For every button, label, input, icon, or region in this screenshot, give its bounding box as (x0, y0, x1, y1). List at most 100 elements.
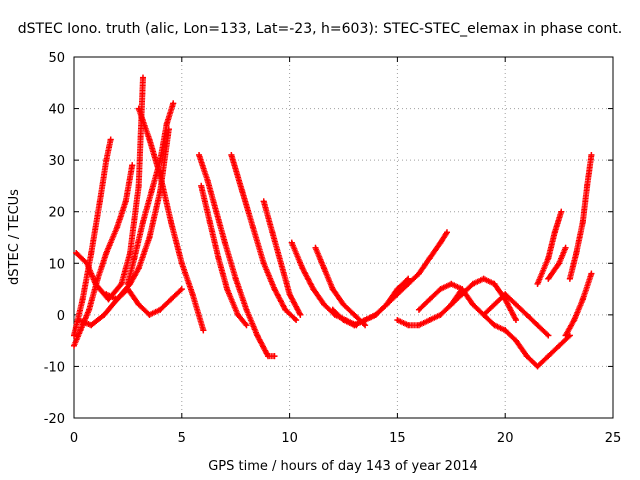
y-tick-label: 0 (57, 309, 65, 324)
data-point (196, 151, 203, 158)
data-point (293, 317, 300, 324)
plot-frame (73, 56, 614, 419)
data-point (249, 224, 256, 231)
y-tick-label: 20 (48, 206, 65, 221)
data-point (566, 275, 573, 282)
data-point (271, 286, 278, 293)
data-point (265, 353, 272, 360)
data-point (204, 177, 211, 184)
data-point (340, 301, 347, 308)
axis-ticks: 0 5 10 15 20 25 -20 -10 0 10 20 30 40 50 (44, 51, 622, 446)
data-point (588, 270, 595, 277)
series-arc-22 (566, 151, 595, 282)
data-point (118, 280, 125, 287)
y-tick-label: 40 (48, 103, 65, 118)
data-point (491, 301, 498, 308)
data-point (79, 296, 86, 303)
data-point (562, 332, 569, 339)
data-point (437, 311, 444, 318)
data-point (405, 322, 412, 329)
data-point (310, 286, 317, 293)
data-point (299, 265, 306, 272)
data-point (480, 275, 487, 282)
data-point (362, 317, 369, 324)
data-point (545, 332, 552, 339)
data-point (443, 229, 450, 236)
data-point (206, 219, 213, 226)
data-point (260, 198, 267, 205)
data-point (556, 342, 563, 349)
data-point (232, 275, 239, 282)
data-point (534, 280, 541, 287)
data-point (189, 291, 196, 298)
series-arc-19 (502, 327, 573, 370)
data-point (124, 286, 131, 293)
x-axis-label: GPS time / hours of day 143 of year 2014 (208, 459, 478, 474)
data-point (146, 311, 153, 318)
data-point (170, 100, 177, 107)
y-axis-label: dSTEC / TECUs (7, 189, 22, 285)
data-point (271, 353, 278, 360)
data-point (168, 296, 175, 303)
data-point (448, 280, 455, 287)
data-point (94, 275, 101, 282)
data-point (243, 306, 250, 313)
data-point (127, 249, 134, 256)
data-point (114, 224, 121, 231)
data-point (512, 301, 519, 308)
data-point (103, 249, 110, 256)
data-point (437, 286, 444, 293)
data-point (321, 265, 328, 272)
data-point (254, 332, 261, 339)
data-point (168, 219, 175, 226)
data-point (584, 182, 591, 189)
data-point (579, 296, 586, 303)
data-point (239, 188, 246, 195)
series-arc-13 (312, 244, 369, 329)
data-point (372, 311, 379, 318)
data-point (286, 291, 293, 298)
data-point (221, 239, 228, 246)
marker-trail (562, 270, 595, 339)
data-point (146, 234, 153, 241)
data-point (139, 219, 146, 226)
data-point (269, 229, 276, 236)
x-tick-label: 10 (281, 431, 298, 446)
data-point (200, 327, 207, 334)
data-point (534, 322, 541, 329)
data-point (321, 301, 328, 308)
data-point (534, 363, 541, 370)
data-point (426, 317, 433, 324)
data-point (135, 301, 142, 308)
data-point (556, 260, 563, 267)
data-point (573, 249, 580, 256)
data-point (571, 317, 578, 324)
series-arc-09 (198, 182, 250, 329)
data-point (157, 188, 164, 195)
data-point (459, 291, 466, 298)
data-point (362, 322, 369, 329)
data-point (562, 244, 569, 251)
data-point (146, 136, 153, 143)
y-tick-label: 30 (48, 154, 65, 169)
series-arc-03 (71, 162, 136, 349)
data-point (545, 275, 552, 282)
y-tick-label: 10 (48, 257, 65, 272)
data-point (277, 260, 284, 267)
data-point (88, 322, 95, 329)
series-arc-15 (351, 229, 450, 329)
data-point (101, 311, 108, 318)
series-arc-11 (260, 198, 304, 318)
x-tick-label: 0 (70, 431, 78, 446)
data-point (73, 249, 80, 256)
data-point (415, 306, 422, 313)
data-point (157, 306, 164, 313)
data-point (178, 286, 185, 293)
data-point (426, 296, 433, 303)
marker-trail (75, 126, 172, 329)
y-tick-label: -20 (44, 412, 65, 427)
data-point (502, 291, 509, 298)
y-tick-label: 50 (48, 51, 65, 66)
data-point (135, 105, 142, 112)
